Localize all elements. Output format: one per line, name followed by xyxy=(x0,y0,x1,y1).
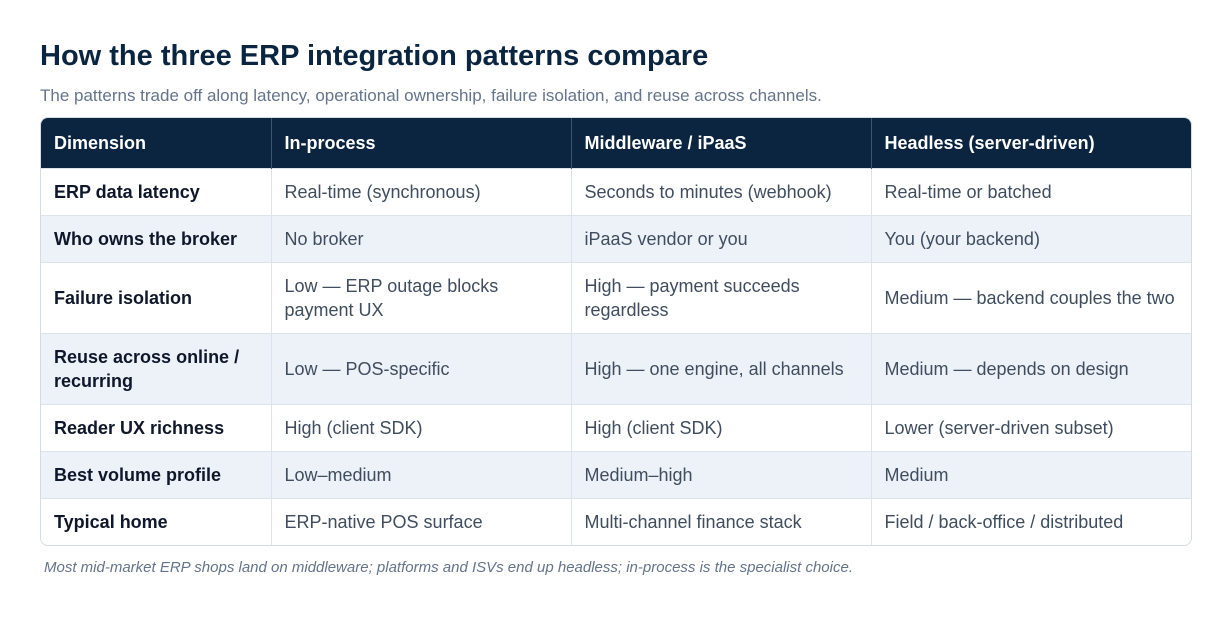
table-cell: High (client SDK) xyxy=(571,404,872,452)
footnote: Most mid-market ERP shops land on middle… xyxy=(44,559,853,576)
page-subtitle: The patterns trade off along latency, op… xyxy=(40,86,822,105)
table-cell: High — one engine, all channels xyxy=(571,333,872,405)
table-row: Who owns the broker No broker iPaaS vend… xyxy=(41,215,1191,263)
table-cell: Multi-channel finance stack xyxy=(571,498,872,545)
comparison-table: Dimension In-process Middleware / iPaaS … xyxy=(41,118,1191,545)
table-row: ERP data latency Real-time (synchronous)… xyxy=(41,168,1191,216)
row-dimension-cell: Failure isolation xyxy=(41,262,272,334)
table-cell: Low — POS-specific xyxy=(271,333,572,405)
table-row: Failure isolation Low — ERP outage block… xyxy=(41,262,1191,334)
column-header-middleware: Middleware / iPaaS xyxy=(571,118,872,169)
row-dimension-cell: Best volume profile xyxy=(41,451,272,499)
table-cell: You (your backend) xyxy=(871,215,1191,263)
row-dimension-cell: ERP data latency xyxy=(41,168,272,216)
table-cell: High — payment succeeds regardless xyxy=(571,262,872,334)
row-dimension-cell: Typical home xyxy=(41,498,272,545)
table-row: Reuse across online / recurring Low — PO… xyxy=(41,333,1191,405)
column-header-in-process: In-process xyxy=(271,118,572,169)
table-row: Reader UX richness High (client SDK) Hig… xyxy=(41,404,1191,452)
table-cell: Lower (server-driven subset) xyxy=(871,404,1191,452)
table-row: Best volume profile Low–medium Medium–hi… xyxy=(41,451,1191,499)
row-dimension-cell: Reader UX richness xyxy=(41,404,272,452)
table-cell: Low–medium xyxy=(271,451,572,499)
table-cell: Medium xyxy=(871,451,1191,499)
table-cell: Medium — backend couples the two xyxy=(871,262,1191,334)
comparison-table-container: Dimension In-process Middleware / iPaaS … xyxy=(40,117,1192,546)
table-cell: High (client SDK) xyxy=(271,404,572,452)
table-header: Dimension In-process Middleware / iPaaS … xyxy=(41,118,1191,169)
table-cell: No broker xyxy=(271,215,572,263)
column-header-dimension: Dimension xyxy=(41,118,272,169)
table-cell: Real-time or batched xyxy=(871,168,1191,216)
row-dimension-cell: Reuse across online / recurring xyxy=(41,333,272,405)
row-dimension-cell: Who owns the broker xyxy=(41,215,272,263)
table-cell: Seconds to minutes (webhook) xyxy=(571,168,872,216)
table-cell: Medium–high xyxy=(571,451,872,499)
column-header-headless: Headless (server-driven) xyxy=(871,118,1191,169)
table-row: Typical home ERP-native POS surface Mult… xyxy=(41,498,1191,545)
table-cell: ERP-native POS surface xyxy=(271,498,572,545)
table-body: ERP data latency Real-time (synchronous)… xyxy=(41,168,1191,545)
table-cell: Real-time (synchronous) xyxy=(271,168,572,216)
table-cell: Low — ERP outage blocks payment UX xyxy=(271,262,572,334)
table-cell: Field / back-office / distributed xyxy=(871,498,1191,545)
table-cell: iPaaS vendor or you xyxy=(571,215,872,263)
page-title: How the three ERP integration patterns c… xyxy=(40,40,709,72)
comparison-page: How the three ERP integration patterns c… xyxy=(40,40,1192,576)
header-row: Dimension In-process Middleware / iPaaS … xyxy=(41,118,1191,169)
table-cell: Medium — depends on design xyxy=(871,333,1191,405)
